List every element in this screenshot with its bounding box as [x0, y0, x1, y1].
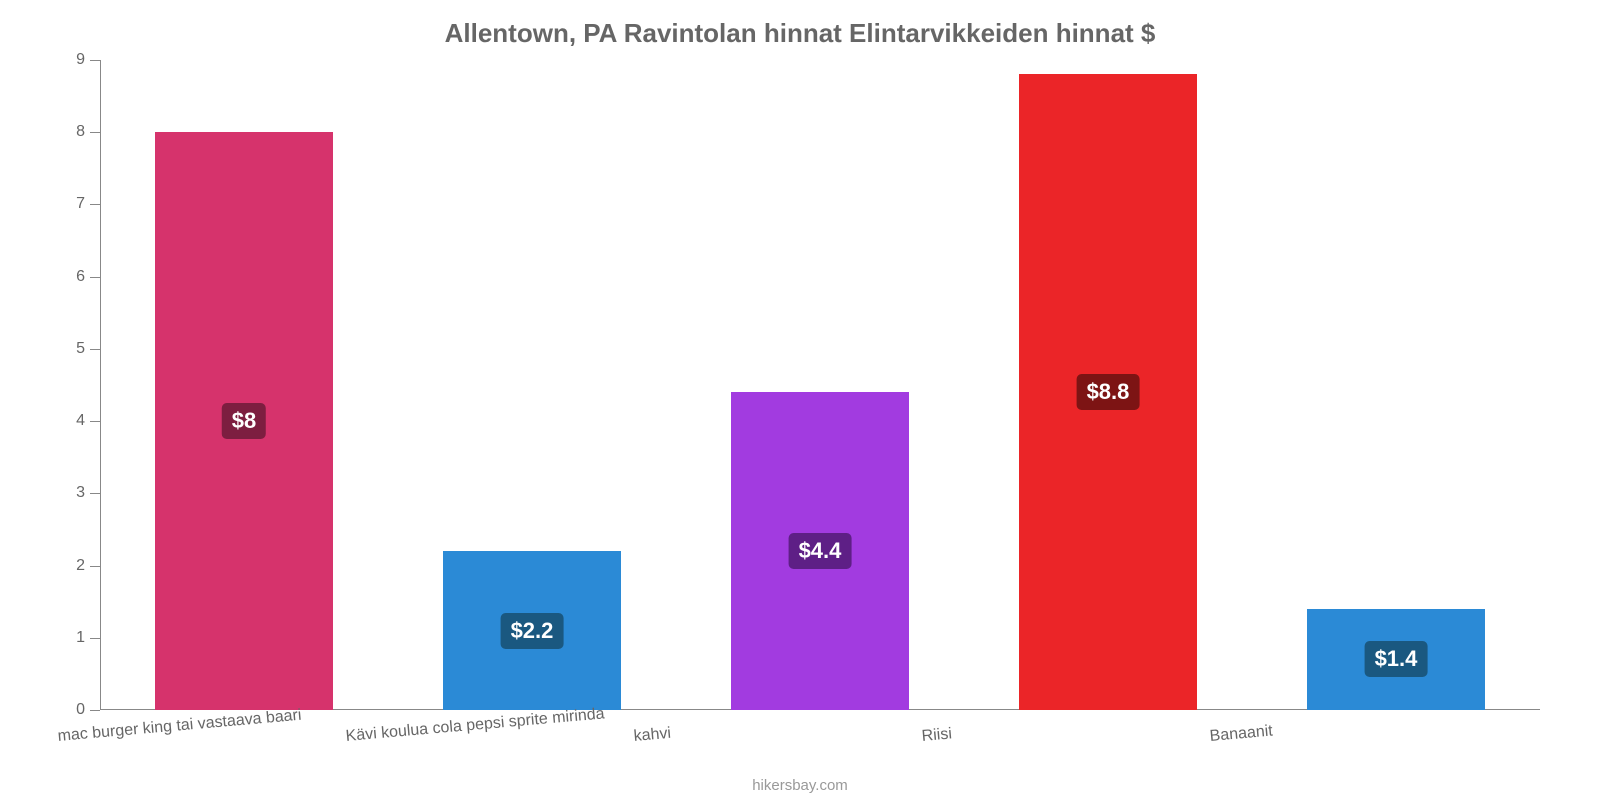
- y-tick-label: 6: [50, 268, 85, 286]
- bar: $2.2: [443, 551, 622, 710]
- bar: $8: [155, 132, 334, 710]
- y-tick-label: 5: [50, 340, 85, 358]
- y-tick: [90, 277, 100, 278]
- y-axis-line: [100, 60, 101, 710]
- bar: $4.4: [731, 392, 910, 710]
- y-tick: [90, 204, 100, 205]
- y-tick: [90, 421, 100, 422]
- y-tick: [90, 60, 100, 61]
- y-tick-label: 0: [50, 701, 85, 719]
- y-tick: [90, 493, 100, 494]
- bar-value-label: $8: [222, 403, 266, 439]
- y-tick-label: 9: [50, 51, 85, 69]
- price-bar-chart: Allentown, PA Ravintolan hinnat Elintarv…: [0, 0, 1600, 800]
- y-tick-label: 8: [50, 123, 85, 141]
- bar: $8.8: [1019, 74, 1198, 710]
- bar-value-label: $1.4: [1365, 641, 1428, 677]
- y-tick-label: 2: [50, 557, 85, 575]
- y-tick-label: 4: [50, 412, 85, 430]
- y-tick-label: 7: [50, 195, 85, 213]
- y-tick: [90, 349, 100, 350]
- bar-value-label: $8.8: [1077, 374, 1140, 410]
- bar-value-label: $2.2: [501, 613, 564, 649]
- plot-area: 0123456789$8mac burger king tai vastaava…: [100, 60, 1540, 710]
- y-tick: [90, 710, 100, 711]
- y-tick: [90, 132, 100, 133]
- y-tick-label: 1: [50, 629, 85, 647]
- x-category-label: mac burger king tai vastaava baari: [57, 707, 302, 746]
- bar-value-label: $4.4: [789, 533, 852, 569]
- x-category-label: Riisi: [921, 725, 953, 746]
- chart-footer: hikersbay.com: [0, 777, 1600, 794]
- y-tick: [90, 566, 100, 567]
- bar: $1.4: [1307, 609, 1486, 710]
- x-category-label: kahvi: [633, 725, 672, 746]
- y-tick: [90, 638, 100, 639]
- x-category-label: Banaanit: [1209, 722, 1274, 745]
- x-category-label: Kävi koulua cola pepsi sprite mirinda: [345, 705, 605, 746]
- chart-title: Allentown, PA Ravintolan hinnat Elintarv…: [0, 18, 1600, 49]
- y-tick-label: 3: [50, 484, 85, 502]
